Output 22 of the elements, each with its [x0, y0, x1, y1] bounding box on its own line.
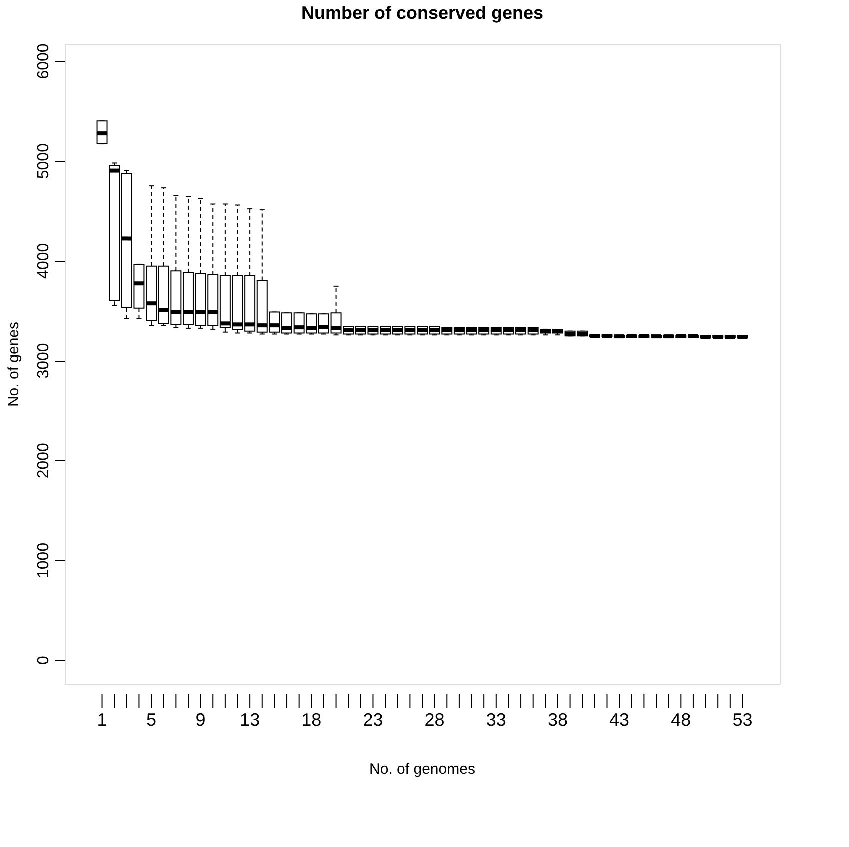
x-tick-label: 48 — [671, 710, 692, 730]
x-tick-label: 43 — [610, 710, 630, 730]
y-tick-label: 3000 — [36, 343, 52, 379]
x-tick-label: 38 — [548, 710, 568, 730]
y-tick-label: 4000 — [36, 243, 52, 279]
x-tick-label: 33 — [486, 710, 506, 730]
y-tick-label: 1000 — [36, 542, 52, 578]
x-tick-label: 13 — [240, 710, 260, 730]
x-tick-label: 53 — [732, 710, 753, 730]
x-tick-label: 23 — [363, 710, 384, 730]
x-tick-label: 5 — [146, 710, 157, 730]
y-tick-label: 2000 — [36, 442, 52, 479]
x-tick-label: 9 — [196, 710, 206, 730]
y-tick-label: 6000 — [36, 44, 52, 80]
x-tick-label: 28 — [424, 710, 445, 730]
chart-title: Number of conserved genes — [301, 3, 544, 24]
x-tick-label: 18 — [302, 710, 322, 730]
y-tick-label: 0 — [36, 656, 52, 665]
y-axis-title: No. of genes — [6, 322, 22, 408]
y-tick-label: 5000 — [36, 143, 52, 180]
x-axis-title: No. of genomes — [370, 761, 476, 778]
x-tick-label: 1 — [97, 710, 108, 730]
